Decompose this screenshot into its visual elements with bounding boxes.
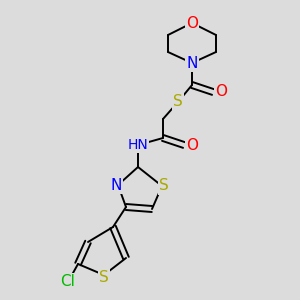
Text: S: S bbox=[99, 269, 109, 284]
Text: N: N bbox=[186, 56, 198, 70]
Text: O: O bbox=[215, 85, 227, 100]
Text: N: N bbox=[110, 178, 122, 193]
Text: O: O bbox=[186, 16, 198, 31]
Text: S: S bbox=[159, 178, 169, 194]
Text: O: O bbox=[186, 137, 198, 152]
Text: S: S bbox=[173, 94, 183, 110]
Text: Cl: Cl bbox=[61, 274, 75, 290]
Text: HN: HN bbox=[128, 138, 148, 152]
